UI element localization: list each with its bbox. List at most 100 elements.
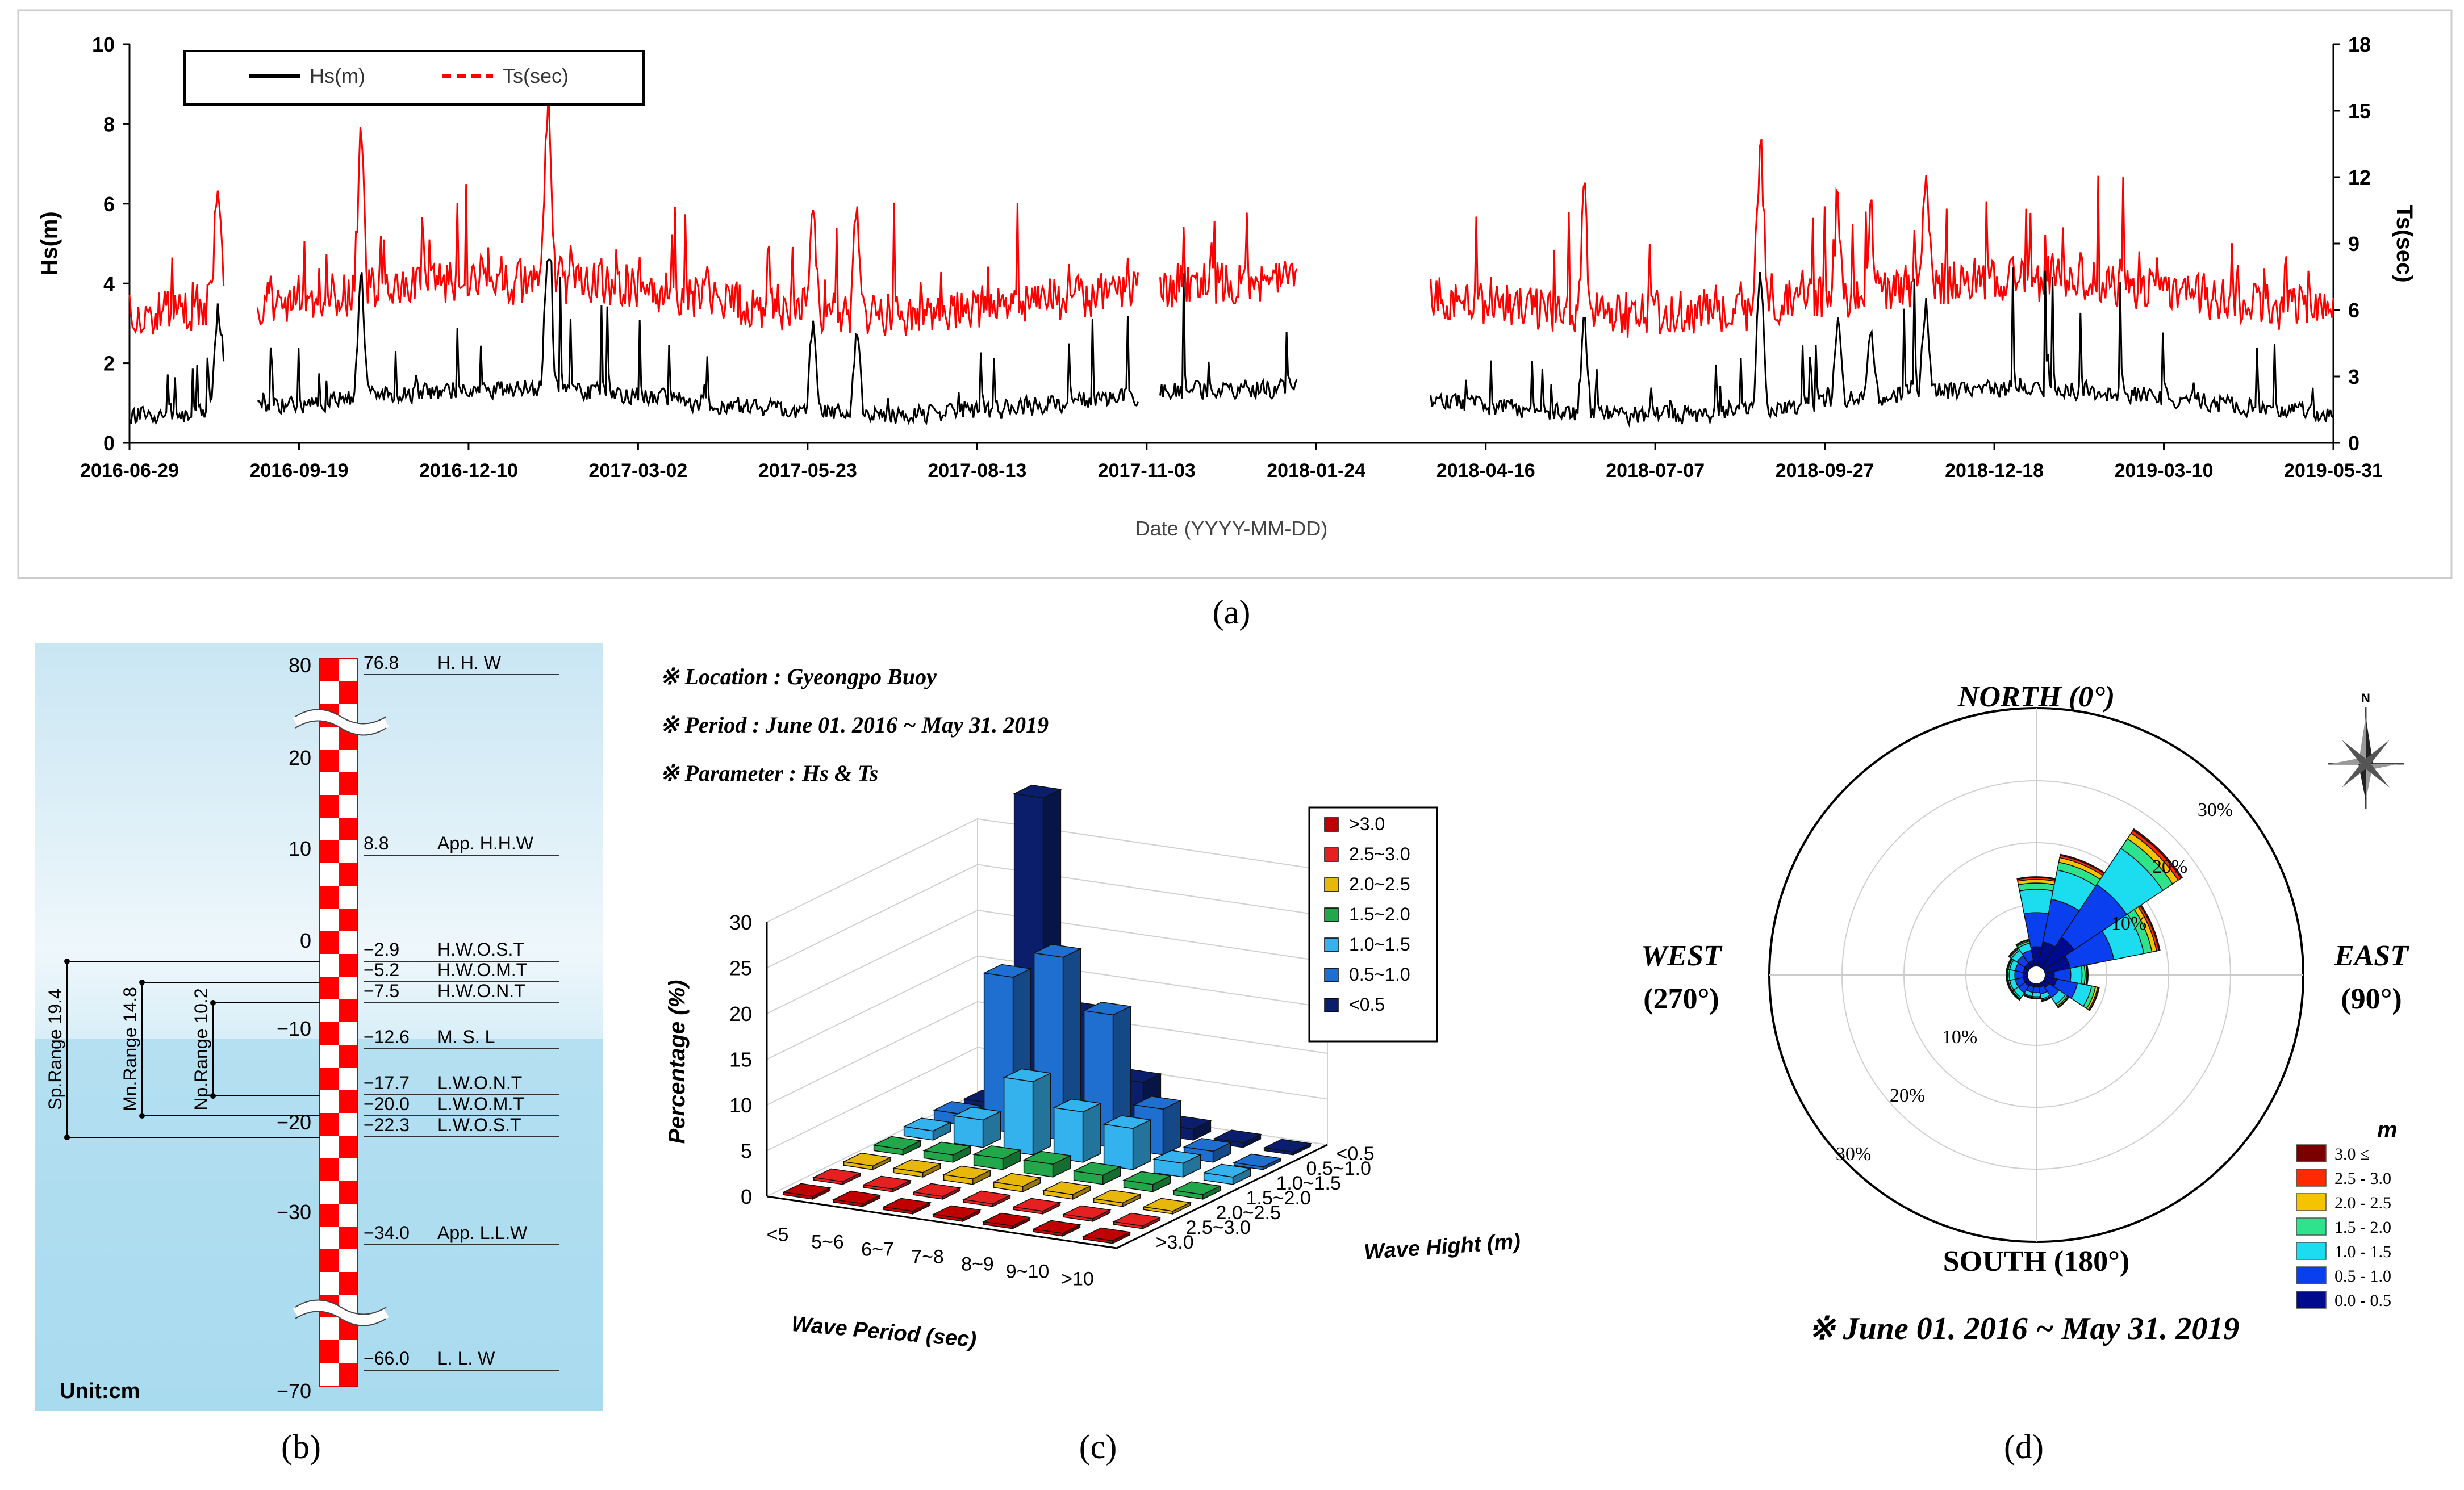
legend-label: 1.0 - 1.5 (2334, 1242, 2391, 1261)
staff-block (320, 795, 339, 818)
legend-label: 1.5 - 2.0 (2334, 1218, 2391, 1237)
dir-west: WEST (1641, 940, 1723, 972)
level-label: H.W.O.M.T (437, 960, 527, 980)
bar-top (872, 1136, 922, 1150)
legend-swatch (2296, 1169, 2327, 1187)
petal-band (2139, 904, 2161, 951)
period-tick-label: >10 (1061, 1269, 1094, 1290)
petal-0 (2016, 876, 2056, 968)
bar->10-2.5~3.0 (1112, 1212, 1162, 1230)
x-tick-label: 2018-01-24 (1267, 460, 1365, 482)
staff-block (339, 1045, 357, 1068)
bar-side (1032, 1072, 1051, 1156)
z-tick-label: 30 (729, 911, 752, 934)
bar-top (1053, 1098, 1102, 1113)
staff-block (320, 1386, 339, 1387)
period-axis-label: Wave Period (sec) (791, 1312, 978, 1352)
petal-band (2019, 889, 2054, 915)
legend-label: 1.0~1.5 (1349, 934, 1410, 955)
period-caption: ※ June 01. 2016 ~ May 31. 2019 (1809, 1311, 2240, 1346)
bar-8~9-1.5~2.0 (1072, 1162, 1122, 1186)
petal-band (2015, 939, 2030, 946)
level-label: H.W.O.N.T (437, 981, 525, 1001)
bar-6~7-1.0~1.5 (1003, 1068, 1052, 1156)
bar-top (1082, 1227, 1131, 1241)
staff-block (320, 931, 339, 954)
bar-top (962, 1190, 1012, 1204)
x-tick-label: 2018-09-27 (1776, 460, 1874, 482)
compass-north-mark: N (2361, 691, 2370, 705)
bar-top (1202, 1163, 1252, 1178)
legend-swatch (1324, 998, 1339, 1012)
bar-9~10-1.0~1.5 (1152, 1150, 1202, 1178)
level-value: −20.0 (364, 1094, 410, 1114)
petal-band (2132, 828, 2183, 879)
staff-block (320, 659, 339, 681)
bar->10-<0.5 (1263, 1139, 1312, 1156)
bar-top (832, 1190, 882, 1204)
legend-swatch (1324, 817, 1339, 832)
ring-label: 20% (1890, 1085, 1925, 1106)
bar-side (1162, 1100, 1181, 1156)
panel-d-label: (d) (2004, 1428, 2044, 1466)
range-dot (139, 980, 145, 985)
bar->10-2.0~2.5 (1142, 1198, 1192, 1215)
legend-swatch (1324, 907, 1339, 922)
legend-swatch (2296, 1266, 2327, 1284)
staff-block (339, 772, 357, 795)
bar-6~7-2.0~2.5 (942, 1165, 992, 1186)
level-label: H. H. W (437, 652, 502, 673)
legend-label: 3.0 ≤ (2334, 1145, 2369, 1163)
staff-break-top (293, 710, 389, 735)
bar-top (782, 1183, 832, 1197)
bar-top (953, 1107, 1002, 1121)
bar-7~8-1.5~2.0 (1022, 1150, 1072, 1178)
panel-a-label: (a) (1213, 593, 1251, 631)
panel-a-frame (17, 9, 2453, 579)
bar-top (882, 1198, 932, 1212)
y-tick-label-right: 18 (2348, 33, 2371, 56)
petal-band (2031, 991, 2041, 998)
staff-block (339, 1363, 357, 1386)
y-axis-left-label: Hs(m) (37, 211, 62, 275)
x-tick-label: 2018-07-07 (1606, 460, 1705, 482)
bar-top (1042, 1181, 1092, 1195)
staff-block (320, 1022, 339, 1045)
petal-112.5 (2043, 976, 2100, 1011)
petal-band (2041, 997, 2052, 1002)
height-tick-label: <0.5 (1337, 1143, 1375, 1165)
range-label: Sp.Range 19.4 (45, 989, 65, 1110)
scale-tick-label: 20 (289, 746, 311, 769)
bar-top (1003, 1068, 1052, 1082)
rose-center (2028, 966, 2045, 983)
bar-front (1103, 1123, 1134, 1170)
period-tick-label: 7~8 (911, 1246, 944, 1268)
staff-block (320, 1204, 339, 1227)
petal-157.5 (2037, 981, 2052, 1002)
petal-band (2069, 965, 2083, 985)
y-tick-label-right: 15 (2348, 99, 2371, 123)
y-tick-label-right: 3 (2348, 365, 2359, 388)
y-tick-label-left: 4 (103, 272, 115, 295)
panel-c-3d-histogram: ※ Location : Gyeongpo Buoy ※ Period : Ju… (660, 664, 1521, 1352)
petal-band (2031, 998, 2042, 1000)
bar-8~9-2.0~2.5 (1042, 1181, 1092, 1200)
bar-7~8-2.0~2.5 (992, 1173, 1042, 1193)
ring-label: 30% (1836, 1144, 1871, 1165)
y-tick-label-right: 12 (2348, 166, 2371, 189)
bar-top (932, 1205, 982, 1219)
bar-top (942, 1165, 992, 1179)
legend-label: 0.0 - 0.5 (2334, 1291, 2391, 1310)
petal-202.5 (2022, 981, 2035, 999)
level-label: L.W.O.M.T (437, 1094, 524, 1114)
z-axis-label: Percentage (%) (665, 980, 690, 1144)
x-tick-label: 2017-08-13 (928, 460, 1026, 482)
bar-top (1032, 1220, 1081, 1234)
bar-<5-1.5~2.0 (872, 1136, 922, 1156)
bar-top (1183, 1138, 1232, 1152)
bar-9~10->3.0 (1032, 1220, 1081, 1237)
legend-title: m (2377, 1118, 2398, 1142)
y-tick-label-left: 2 (103, 352, 115, 375)
staff-block (320, 977, 339, 999)
series-line-ts (128, 91, 2334, 338)
